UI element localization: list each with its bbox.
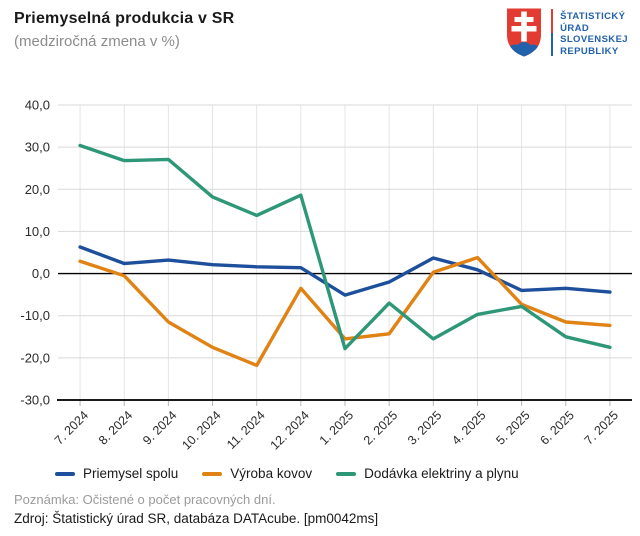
vertical-gridlines <box>79 105 611 406</box>
logo-divider <box>551 9 554 56</box>
logo-line-3: SLOVENSKEJ <box>560 34 628 45</box>
x-axis-tick-label: 11. 2024 <box>224 408 268 452</box>
x-axis-labels: 7. 2024 8. 2024 9. 2024 10. 2024 11. 2024 12.… <box>52 408 621 452</box>
legend-item-vyroba-kovov: Výroba kovov <box>202 466 312 481</box>
logo-line-2: ÚRAD <box>560 22 590 34</box>
slovak-coat-of-arms-icon <box>507 8 542 57</box>
legend-marker-vyroba-kovov <box>202 471 223 476</box>
x-axis-tick-label: 5. 2025 <box>493 408 532 447</box>
x-axis-tick-label: 10. 2024 <box>179 408 223 452</box>
y-axis-tick-label: 20,0 <box>25 182 50 197</box>
y-axis-tick-label: 30,0 <box>25 140 50 155</box>
legend-label-dodavka-elektriny: Dodávka elektriny a plynu <box>364 466 519 481</box>
x-axis-tick-label: 9. 2024 <box>140 408 179 447</box>
y-axis-tick-label: -10,0 <box>20 308 50 323</box>
x-axis-tick-label: 2. 2025 <box>361 408 400 447</box>
series-line-priemysel-spolu <box>78 245 612 297</box>
logo-line-1: ŠTATISTICKÝ <box>560 11 626 22</box>
legend-marker-priemysel-spolu <box>55 471 75 476</box>
horizontal-gridlines: 40,0 30,0 20,0 10,0 0,0 -10,0 -20,0 -30,0 <box>20 98 632 408</box>
x-axis-tick-label: 4. 2025 <box>449 408 488 447</box>
page-subtitle: (medziročná zmena v %) <box>14 33 180 50</box>
legend-marker-dodavka-elektriny <box>336 471 357 476</box>
legend-label-vyroba-kovov: Výroba kovov <box>230 466 313 481</box>
x-axis-tick-label: 7. 2025 <box>582 408 621 447</box>
legend-item-priemysel-spolu: Priemysel spolu <box>55 466 178 481</box>
legend-item-dodavka-elektriny: Dodávka elektriny a plynu <box>336 466 519 481</box>
chart-source: Zdroj: Štatistický úrad SR, databáza DAT… <box>14 511 379 526</box>
y-axis-tick-label: 10,0 <box>25 224 50 239</box>
logo-line-4: REPUBLIKY <box>560 45 619 57</box>
series-line-v-roba-kovov <box>78 255 612 368</box>
x-axis-tick-label: 1. 2025 <box>317 408 356 447</box>
y-axis-tick-label: 0,0 <box>32 266 50 281</box>
susr-logo: ŠTATISTICKÝ ÚRAD SLOVENSKEJ REPUBLIKY <box>504 6 628 59</box>
legend-label-priemysel-spolu: Priemysel spolu <box>83 466 179 481</box>
chart-note: Poznámka: Očistené o počet pracovných dn… <box>14 492 276 507</box>
y-axis-tick-label: -20,0 <box>20 350 50 365</box>
x-axis-tick-label: 3. 2025 <box>405 408 444 447</box>
chart-legend: Priemysel spolu Výroba kovov Dodávka ele… <box>55 466 519 481</box>
y-axis-tick-label: -30,0 <box>20 393 50 408</box>
header: Priemyselná produkcia v SR (medziročná z… <box>14 10 234 50</box>
series-line-dod-vka-elektriny-a-plynu <box>78 143 612 351</box>
line-chart: 40,030,020,010,00,0-10,0-20,0-30,07. 202… <box>20 98 632 453</box>
x-axis-tick-label: 12. 2024 <box>268 408 312 452</box>
x-axis-tick-label: 7. 2024 <box>52 408 91 447</box>
y-axis-tick-label: 40,0 <box>25 98 50 113</box>
page-title: Priemyselná produkcia v SR <box>14 10 235 27</box>
logo-text: ŠTATISTICKÝ ÚRAD SLOVENSKEJ REPUBLIKY <box>560 6 628 57</box>
x-axis-tick-label: 6. 2025 <box>537 408 576 447</box>
x-axis-tick-label: 8. 2024 <box>96 408 135 447</box>
